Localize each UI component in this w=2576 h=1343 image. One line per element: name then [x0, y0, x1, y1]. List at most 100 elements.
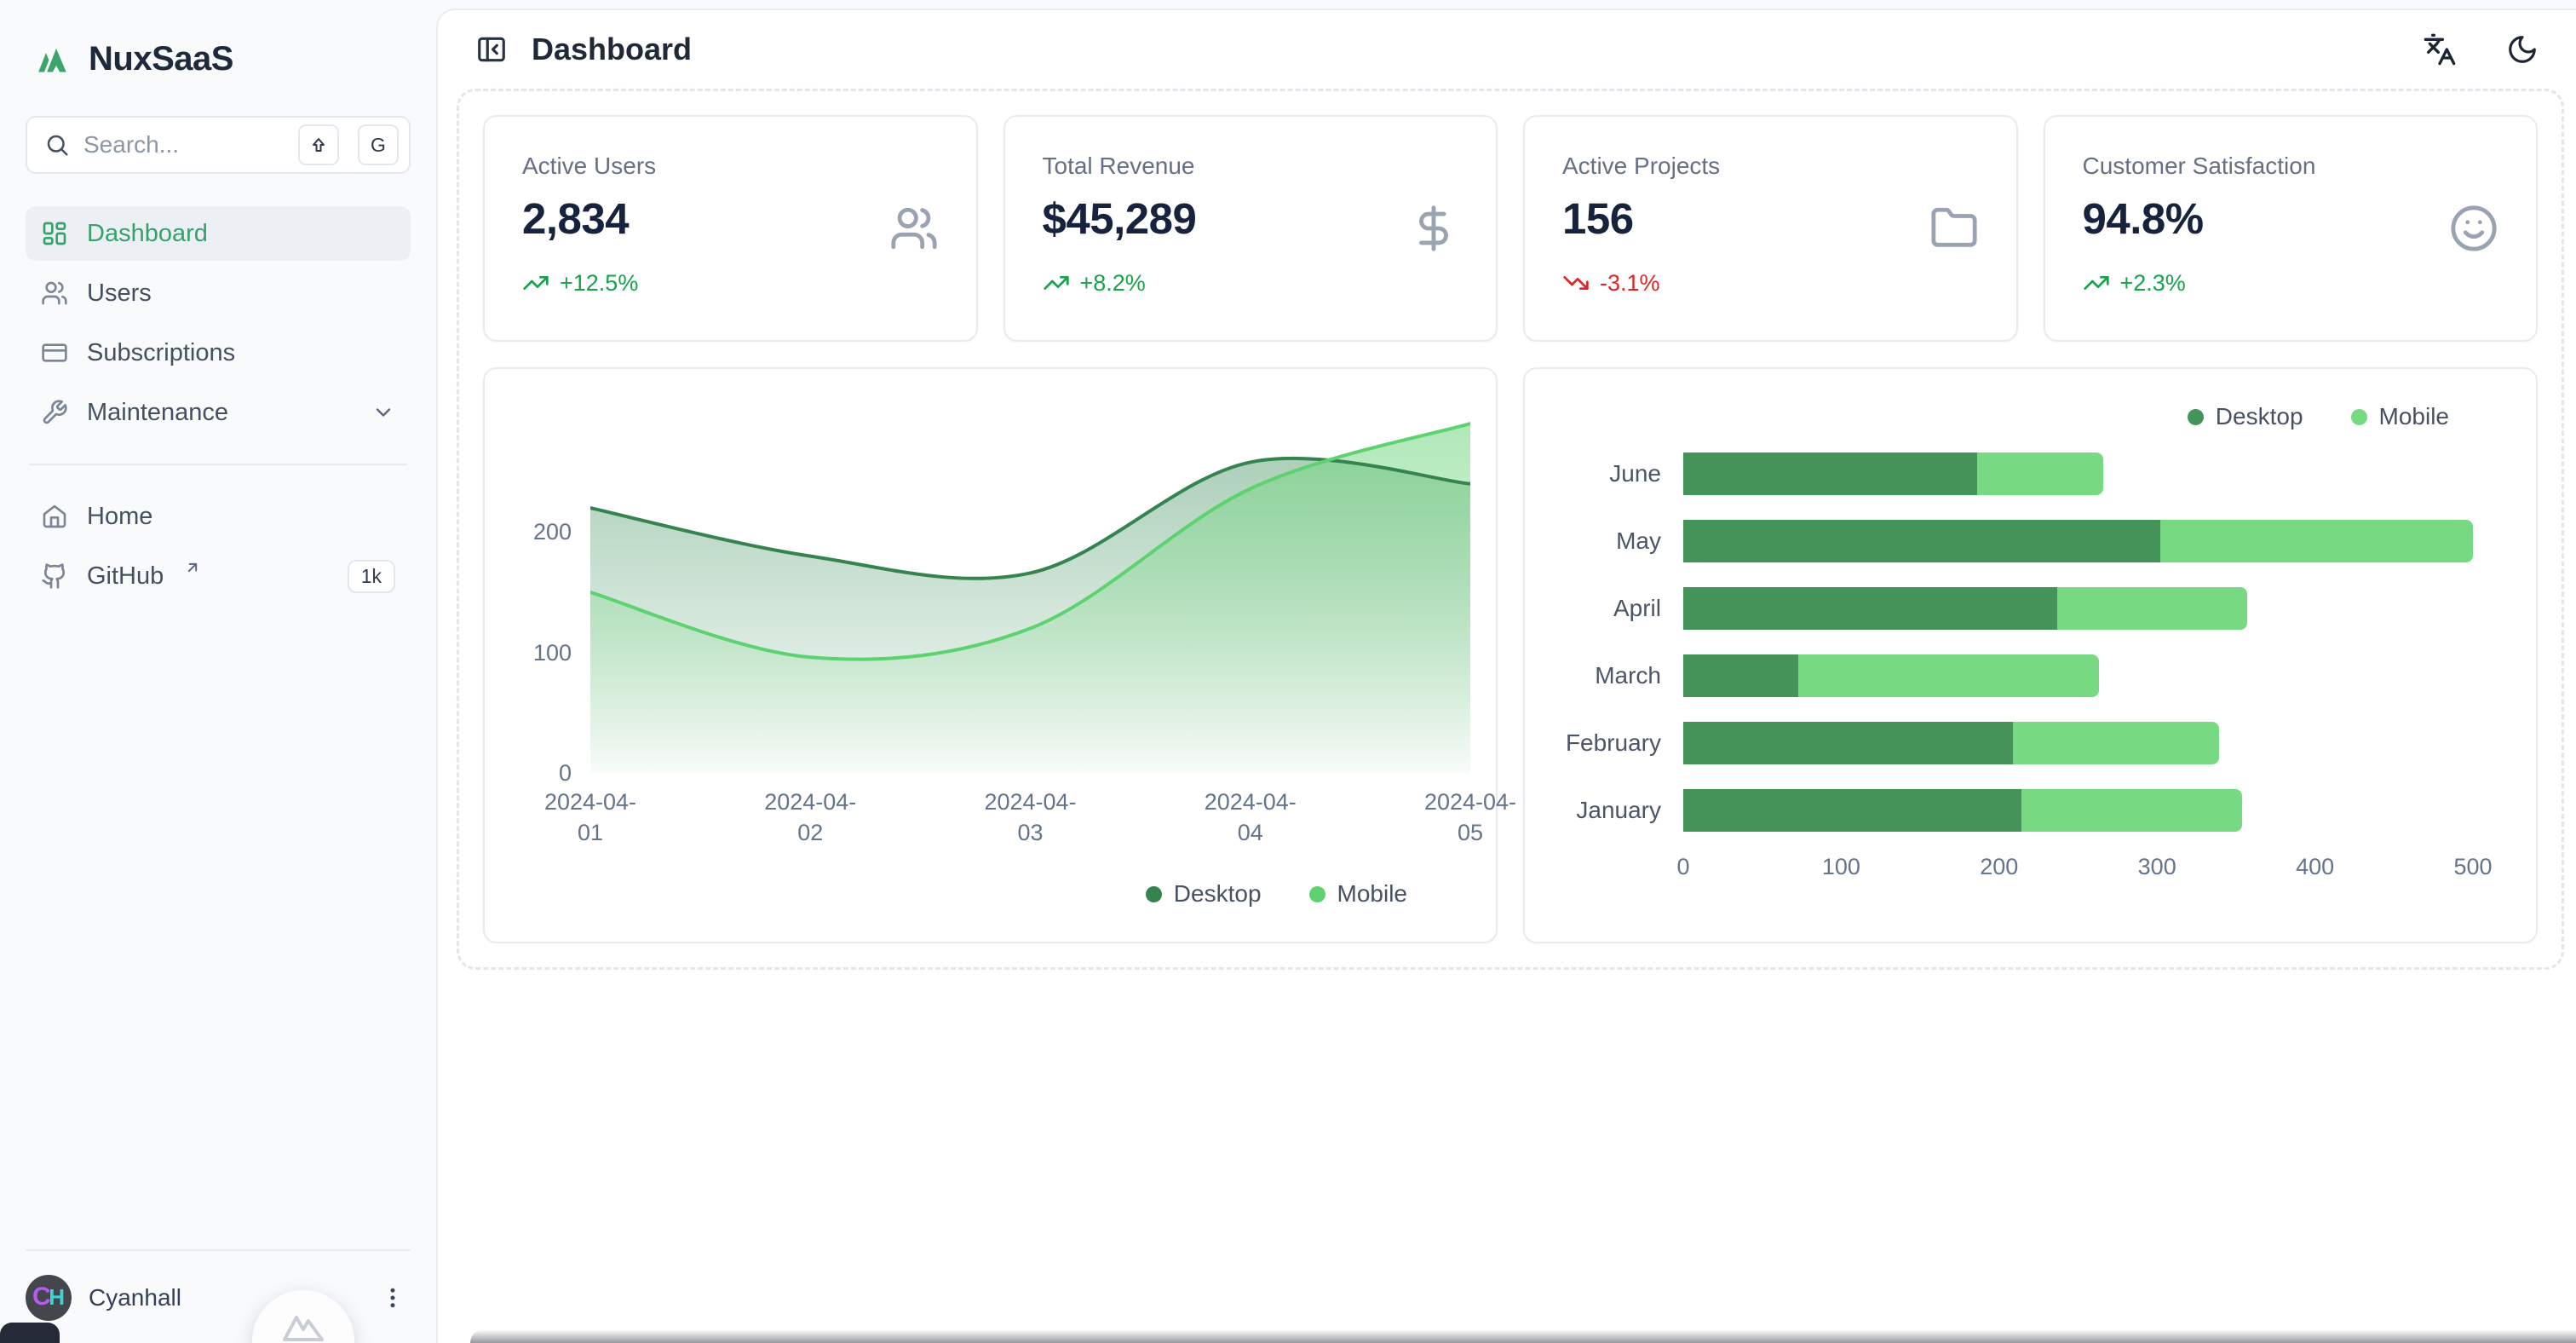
sidebar-item-home[interactable]: Home: [26, 489, 411, 544]
bar-chart-legend: Desktop Mobile: [1559, 400, 2502, 434]
bar-category-label: January: [1576, 797, 1661, 823]
x-axis-tick-label: 2024-04- 03: [984, 789, 1077, 845]
avatar: C H: [26, 1275, 72, 1321]
bar-segment-desktop: [1683, 654, 1799, 697]
legend-dot-icon: [2187, 408, 2204, 425]
stat-delta: +2.3%: [2083, 269, 2499, 297]
languages-icon[interactable]: [2423, 32, 2457, 66]
bar-category-label: June: [1609, 460, 1661, 487]
x-axis-tick-label: 100: [1821, 854, 1860, 879]
dollar-sign-icon: [1409, 204, 1458, 253]
brand-name: NuxSaaS: [89, 39, 233, 78]
stat-delta: -3.1%: [1562, 269, 1979, 297]
smile-icon: [2449, 204, 2498, 253]
stat-delta: +8.2%: [1043, 269, 1459, 297]
trending-down-icon: [1562, 269, 1590, 297]
search-placeholder: Search...: [83, 131, 180, 158]
bar-track: [1683, 520, 2473, 562]
dashboard-content: Active Users 2,834 +12.5% Total Revenue: [457, 89, 2564, 970]
bar-row-april: April: [1559, 587, 2502, 630]
x-axis-tick-label: 200: [1980, 854, 2019, 879]
page-title: Dashboard: [532, 32, 693, 66]
bottom-shadow: [470, 1329, 2576, 1343]
external-link-icon: [184, 559, 201, 576]
bottom-left-panel-edge: [0, 1323, 60, 1343]
credit-card-icon: [41, 339, 68, 366]
search-icon: [44, 132, 70, 158]
x-axis-tick-label: 0: [1676, 854, 1690, 879]
bar-segment-desktop: [1683, 789, 2021, 832]
users-icon: [889, 204, 939, 253]
area-chart-legend: Desktop Mobile: [519, 880, 1462, 911]
x-axis-tick-label: 300: [2137, 854, 2176, 879]
wrench-icon: [41, 399, 68, 426]
stat-value: 94.8%: [2082, 194, 2205, 243]
bar-row-february: February: [1559, 722, 2502, 764]
bar-track: [1683, 722, 2473, 764]
bar-track: [1683, 452, 2473, 495]
home-icon: [41, 503, 68, 530]
y-axis-tick-label: 200: [532, 519, 572, 545]
sidebar-item-dashboard[interactable]: Dashboard: [26, 206, 411, 261]
g-key: G: [358, 124, 399, 165]
bar-category-label: March: [1595, 662, 1661, 689]
sidebar-item-maintenance[interactable]: Maintenance: [26, 385, 411, 440]
stat-value: 156: [1562, 194, 1634, 243]
sidebar-item-label: Dashboard: [87, 219, 208, 247]
dark-mode-moon-icon[interactable]: [2506, 33, 2539, 66]
x-axis-tick-label: 500: [2453, 854, 2493, 879]
chevron-down-icon: [371, 401, 395, 424]
legend-dot-icon: [1145, 885, 1162, 902]
bar-row-may: May: [1559, 520, 2502, 562]
x-axis-tick-label: 400: [2296, 854, 2335, 879]
stat-card-customer-satisfaction: Customer Satisfaction 94.8% +2.3%: [2043, 115, 2538, 342]
x-axis-tick-label: 2024-04- 04: [1204, 789, 1297, 845]
github-stars-badge: 1k: [347, 559, 395, 593]
legend-dot-icon: [2350, 408, 2367, 425]
bar-category-label: April: [1613, 595, 1661, 621]
stat-label: Total Revenue: [1042, 153, 1195, 179]
stat-label: Active Projects: [1562, 153, 1721, 179]
charts-grid: 200 100 0 2024-04- 01 2024-04- 02 2024-04- 03…: [483, 367, 2538, 943]
bar-category-label: February: [1565, 729, 1661, 756]
sidebar-item-label: Home: [87, 502, 153, 530]
area-chart-canvas: [590, 422, 1470, 773]
sidebar-item-github[interactable]: GitHub 1k: [26, 549, 411, 603]
sidebar-item-label: Maintenance: [87, 398, 229, 426]
sidebar-item-subscriptions[interactable]: Subscriptions: [26, 326, 411, 380]
user-menu[interactable]: C H Cyanhall: [26, 1249, 411, 1321]
x-axis-tick-label: 2024-04- 01: [543, 789, 637, 845]
main-panel: Dashboard Active Users 2,834: [436, 9, 2576, 1343]
sidebar-collapse-button[interactable]: [475, 33, 508, 66]
trending-up-icon: [522, 269, 549, 297]
bar-segment-desktop: [1683, 452, 1977, 495]
bar-track: [1683, 587, 2473, 630]
bar-chart-rows: June May April March February January: [1559, 452, 2502, 832]
y-axis-tick-label: 0: [558, 760, 572, 786]
sidebar-nav: Dashboard Users Subscriptions Maintenanc…: [26, 206, 411, 603]
trending-up-icon: [2083, 269, 2110, 297]
search-input[interactable]: Search... G: [26, 116, 411, 174]
github-icon: [41, 562, 68, 590]
sidebar-item-label: Users: [87, 279, 152, 307]
brand: NuxSaaS: [31, 39, 407, 78]
legend-item[interactable]: Desktop: [1145, 880, 1262, 908]
legend-item[interactable]: Desktop: [2187, 403, 2303, 430]
shift-key-icon: [298, 124, 339, 165]
legend-item[interactable]: Mobile: [2350, 403, 2449, 430]
sidebar-item-users[interactable]: Users: [26, 266, 411, 320]
stat-value: 2,834: [522, 194, 630, 243]
stat-delta: +12.5%: [522, 269, 939, 297]
trending-up-icon: [1043, 269, 1070, 297]
bar-segment-desktop: [1683, 587, 2058, 630]
sidebar-item-label: GitHub: [87, 562, 164, 590]
legend-item[interactable]: Mobile: [1308, 880, 1407, 908]
stat-card-active-users: Active Users 2,834 +12.5%: [483, 115, 978, 342]
x-axis-tick-label: 2024-04- 05: [1423, 789, 1517, 845]
bar-segment-mobile: [1798, 654, 2099, 697]
stat-card-active-projects: Active Projects 156 -3.1%: [1523, 115, 2018, 342]
nuxt-mountain-icon: [281, 1309, 325, 1343]
kebab-menu-icon[interactable]: [375, 1280, 411, 1316]
folder-icon: [1929, 204, 1979, 253]
